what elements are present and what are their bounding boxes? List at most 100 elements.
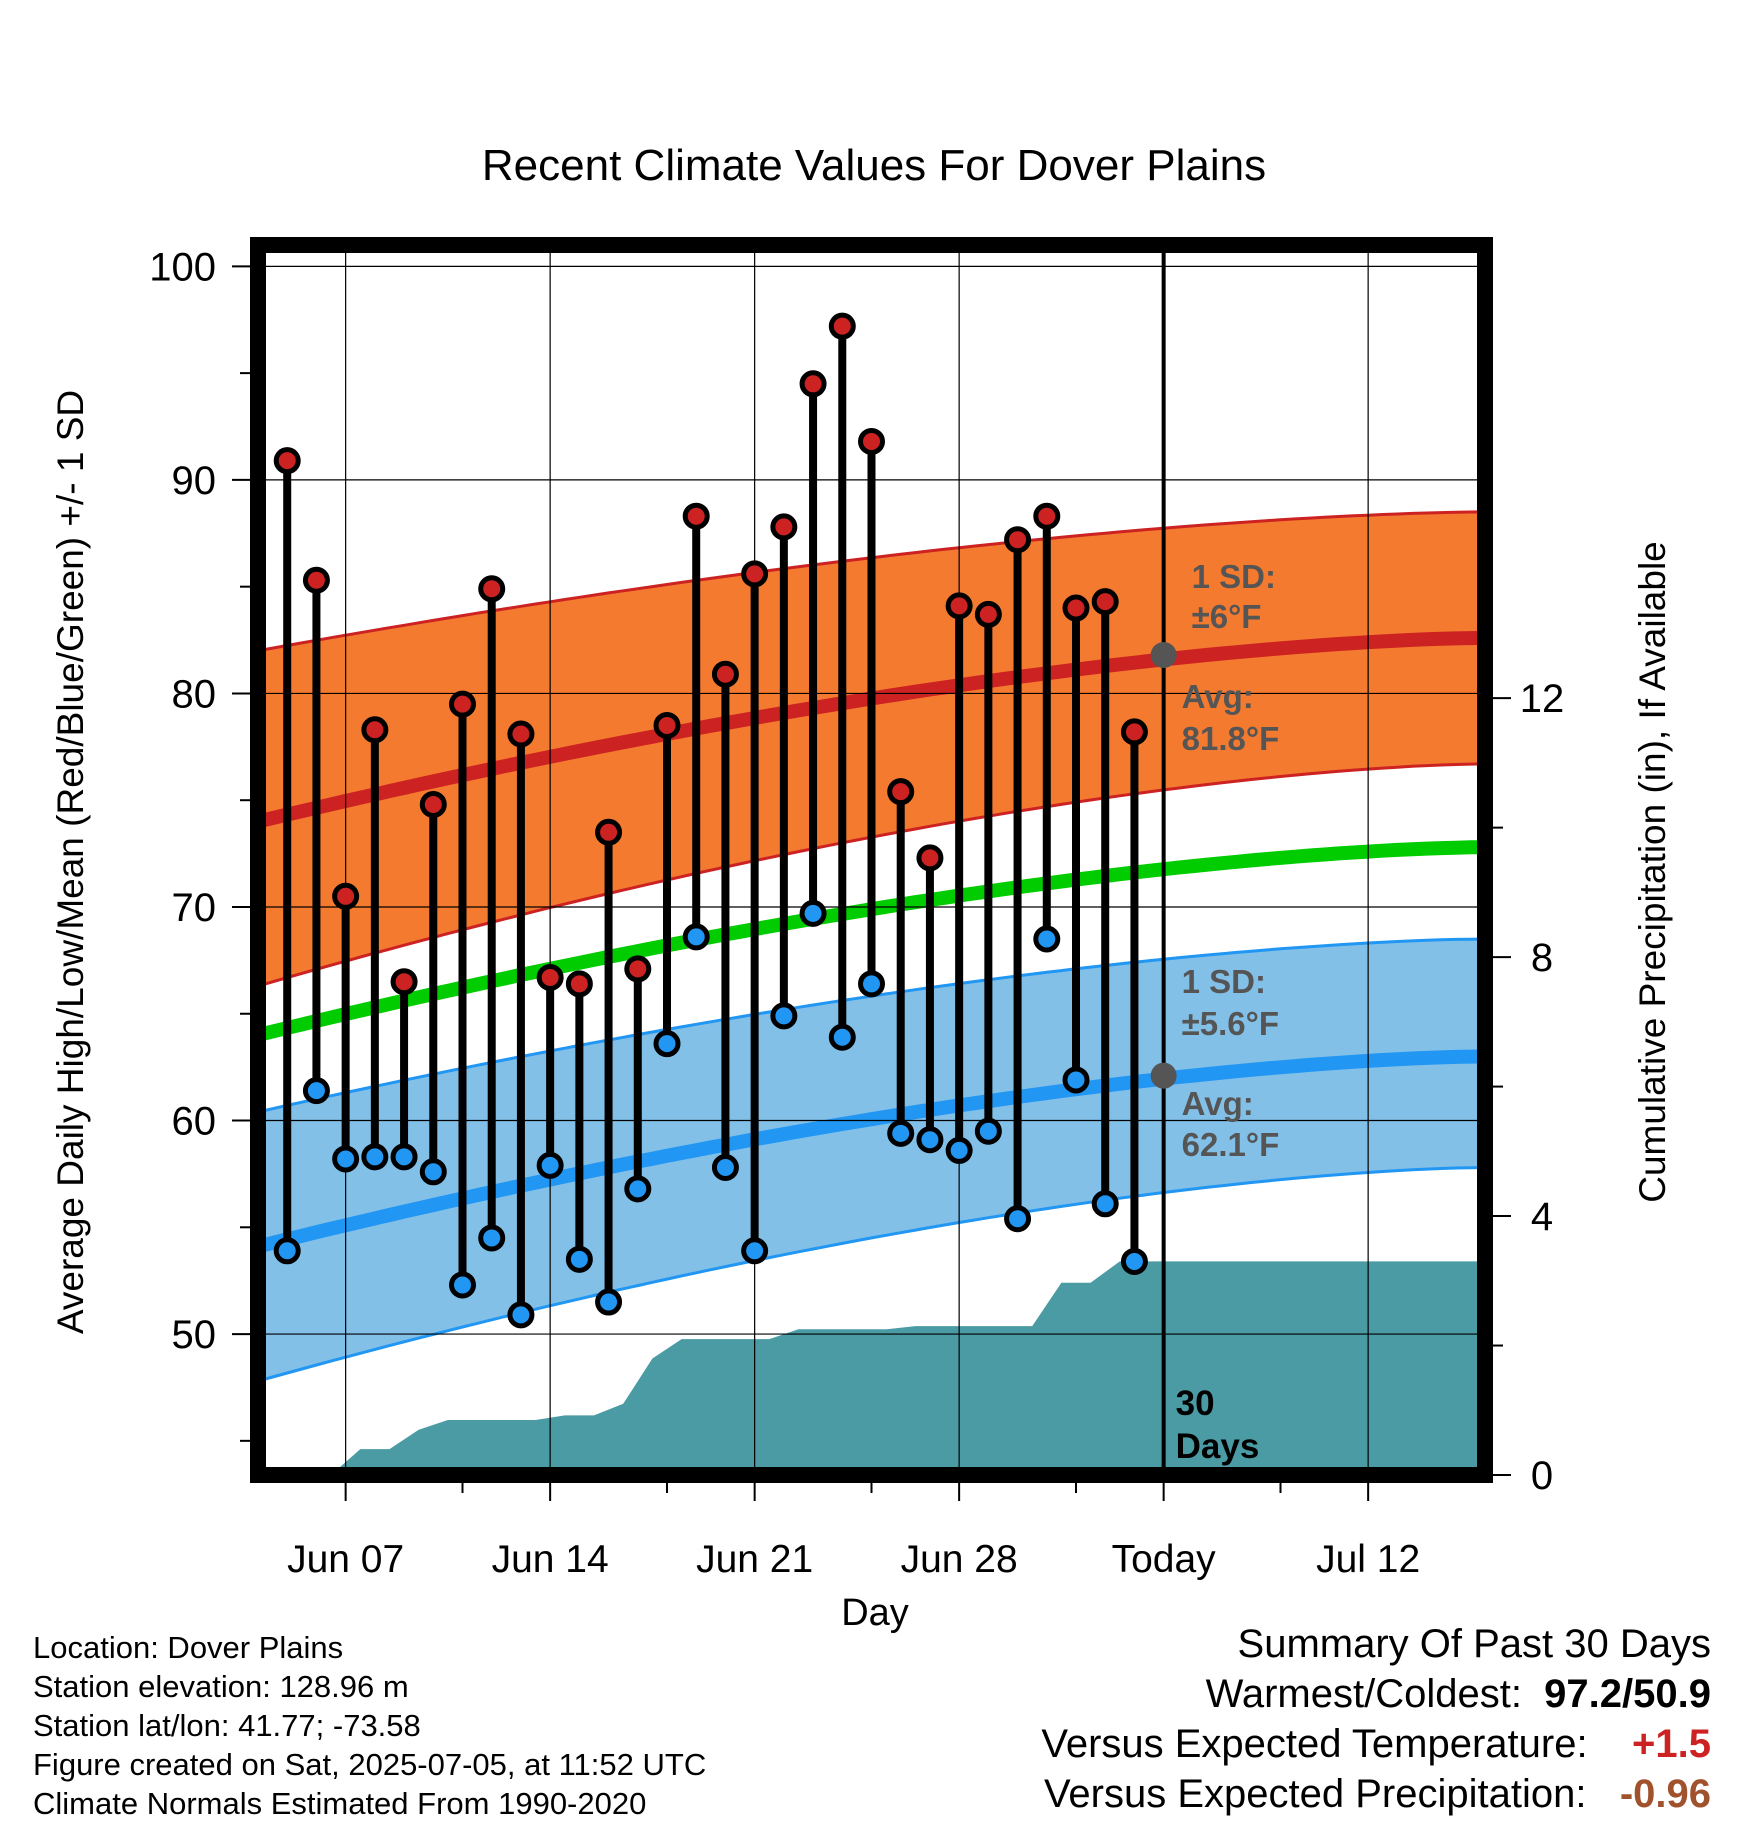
y-tick-label: 100	[149, 245, 216, 289]
high-temp-point	[858, 427, 885, 455]
high-temp-point	[711, 660, 739, 688]
high-avg-label: Avg:	[1182, 678, 1254, 715]
low-sd-label: 1 SD:	[1182, 963, 1266, 1000]
low-temp-point	[741, 1237, 769, 1265]
high-temp-point	[332, 882, 360, 910]
low-avg-value: 62.1°F	[1182, 1126, 1280, 1163]
low-temp-point	[624, 1175, 652, 1203]
high-temp-point	[653, 711, 681, 739]
plot-frame	[250, 237, 1493, 1483]
low-temp-point	[770, 1002, 798, 1030]
y2-tick-label: 4	[1531, 1195, 1553, 1239]
low-temp-point	[536, 1151, 564, 1179]
latlon-text: Station lat/lon: 41.77; -73.58	[33, 1708, 421, 1743]
low-temp-point	[332, 1145, 360, 1173]
high-temp-point	[536, 963, 564, 991]
high-temp-point	[1004, 526, 1032, 554]
x-tick-label: Jul 12	[1316, 1538, 1420, 1581]
high-temp-point	[1062, 594, 1090, 622]
low-temp-point	[945, 1136, 973, 1164]
y-tick-label: 80	[172, 672, 217, 716]
high-temp-point	[1091, 588, 1119, 616]
low-temp-point	[1033, 925, 1061, 953]
high-temp-point	[390, 968, 418, 996]
low-temp-point	[507, 1301, 535, 1329]
today-marker-days: Days	[1176, 1427, 1260, 1466]
low-temp-point	[419, 1158, 447, 1186]
precip-value: -0.96	[1619, 1772, 1711, 1816]
low-temp-point	[302, 1077, 330, 1105]
y2-axis-label: Cumulative Precipitation (in), If Availa…	[1632, 541, 1673, 1203]
x-tick-label: Jun 28	[901, 1538, 1018, 1581]
low-temp-point	[653, 1030, 681, 1058]
warm-cold-row: Warmest/Coldest: 97.2/50.9	[1206, 1672, 1711, 1717]
high-avg-value: 81.8°F	[1182, 720, 1280, 757]
y-tick-label: 70	[172, 886, 217, 930]
low-temp-point	[974, 1117, 1002, 1145]
low-temp-point	[828, 1023, 856, 1051]
low-temp-point	[887, 1119, 915, 1147]
y-axis-label: Average Daily High/Low/Mean (Red/Blue/Gr…	[50, 390, 91, 1334]
elevation-text: Station elevation: 128.96 m	[33, 1669, 409, 1704]
low-temp-point	[273, 1237, 301, 1265]
high-temp-point	[828, 312, 856, 340]
low-temp-point	[916, 1126, 944, 1154]
low-temp-point	[1062, 1066, 1090, 1094]
today-marker-number: 30	[1176, 1384, 1215, 1423]
y2-tick-label: 12	[1520, 677, 1565, 721]
created-text: Figure created on Sat, 2025-07-05, at 11…	[33, 1747, 707, 1782]
warm-cold-value: 97.2/50.9	[1544, 1672, 1711, 1716]
low-temp-point	[390, 1143, 418, 1171]
summary-title: Summary Of Past 30 Days	[1237, 1622, 1711, 1666]
low-temp-point	[361, 1143, 389, 1171]
high-temp-point	[770, 513, 798, 541]
high-temp-point	[741, 560, 769, 588]
today-low-normal-dot	[1150, 1062, 1177, 1089]
y2-tick-label: 8	[1531, 936, 1553, 980]
location-text: Location: Dover Plains	[33, 1630, 344, 1665]
low-temp-point	[682, 923, 710, 951]
y2-tick-label: 0	[1531, 1454, 1553, 1498]
x-tick-label: Today	[1112, 1538, 1217, 1581]
low-sd-value: ±5.6°F	[1182, 1005, 1279, 1042]
high-temp-point	[478, 575, 506, 603]
high-temp-point	[273, 447, 301, 475]
y-tick-label: 90	[172, 459, 217, 503]
high-temp-point	[682, 502, 710, 530]
today-high-normal-dot	[1150, 642, 1177, 668]
low-temp-point	[711, 1154, 739, 1181]
low-temp-point	[799, 899, 827, 927]
temp-row: Versus Expected Temperature: +1.5	[1041, 1722, 1711, 1767]
high-temp-point	[565, 970, 593, 998]
x-tick-label: Jun 14	[492, 1538, 609, 1581]
y-tick-label: 60	[172, 1100, 217, 1144]
high-temp-point	[945, 592, 973, 620]
low-avg-label: Avg:	[1182, 1085, 1254, 1122]
high-temp-point	[916, 844, 944, 872]
high-temp-point	[1120, 718, 1148, 746]
normals-text: Climate Normals Estimated From 1990-2020	[33, 1786, 647, 1821]
high-temp-point	[799, 370, 827, 398]
high-sd-label: 1 SD:	[1192, 558, 1276, 595]
low-temp-point	[1091, 1190, 1119, 1218]
chart-title: Recent Climate Values For Dover Plains	[482, 141, 1266, 190]
high-temp-point	[361, 716, 389, 744]
temp-label: Versus Expected Temperature:	[1041, 1722, 1588, 1766]
precip-row: Versus Expected Precipitation: -0.96	[1044, 1772, 1711, 1817]
x-axis-label: Day	[841, 1592, 909, 1634]
high-temp-point	[1033, 502, 1061, 530]
low-temp-point	[565, 1245, 593, 1273]
low-temp-point	[449, 1271, 476, 1299]
x-tick-label: Jun 21	[696, 1538, 813, 1581]
high-sd-value: ±6°F	[1192, 598, 1262, 635]
temp-value: +1.5	[1632, 1722, 1711, 1766]
y-tick-label: 50	[172, 1313, 217, 1357]
precipitation-area	[258, 1261, 1485, 1475]
high-temp-point	[302, 566, 330, 594]
warm-cold-label: Warmest/Coldest:	[1205, 1672, 1522, 1716]
high-temp-point	[595, 818, 623, 846]
high-temp-point	[419, 790, 447, 818]
low-temp-point	[1004, 1205, 1032, 1233]
